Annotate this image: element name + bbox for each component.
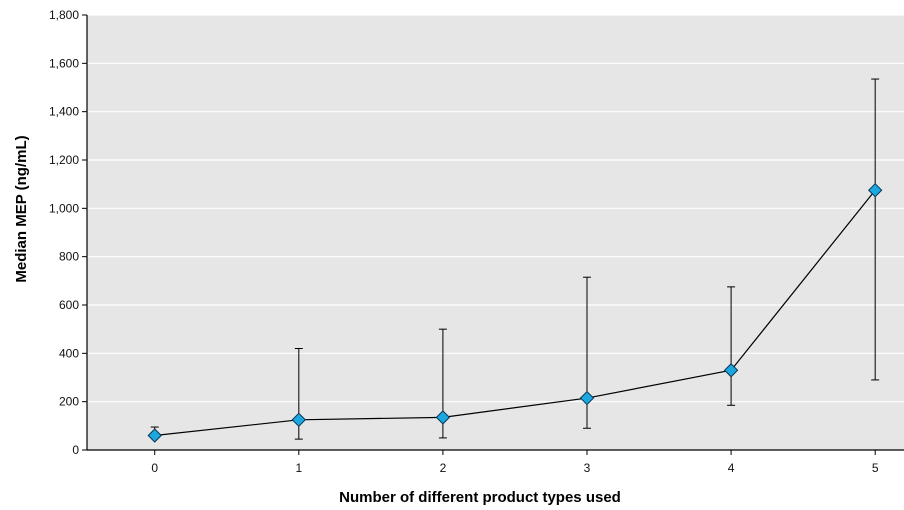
plot-area [87, 15, 904, 450]
x-tick-label: 1 [295, 461, 302, 475]
y-tick-label: 1,000 [49, 201, 79, 215]
y-tick-label: 1,400 [49, 105, 79, 119]
x-tick-label: 4 [728, 461, 735, 475]
y-tick-label: 1,200 [49, 153, 79, 167]
x-tick-label: 5 [872, 461, 879, 475]
x-tick-label: 2 [440, 461, 447, 475]
x-tick-label: 3 [584, 461, 591, 475]
y-tick-label: 600 [59, 298, 79, 312]
data-markers [147, 183, 883, 443]
error-bar [871, 78, 880, 381]
data-point [867, 183, 883, 198]
data-point [435, 410, 451, 425]
y-tick-label: 0 [72, 443, 79, 457]
data-point [291, 412, 307, 427]
axes [82, 14, 904, 455]
y-tick-label: 400 [59, 346, 79, 360]
error-bar [727, 286, 736, 406]
data-point [147, 428, 162, 443]
y-tick-label: 800 [59, 250, 79, 264]
series-line-group [154, 189, 876, 437]
data-point [723, 363, 739, 378]
x-axis-title: Number of different product types used [339, 489, 621, 506]
y-tick-label: 1,600 [49, 56, 79, 70]
y-tick-label: 1,800 [49, 8, 79, 22]
data-point [579, 390, 595, 406]
gridlines [87, 14, 904, 403]
y-axis-title: Median MEP (ng/mL) [13, 135, 30, 282]
y-tick-label: 200 [59, 395, 79, 409]
tick-labels: 0 200 400 600 800 1,000 1,200 1,400 1,600 1,800 0 1… [49, 8, 879, 475]
series-line [154, 189, 876, 437]
x-tick-label: 0 [151, 461, 158, 475]
